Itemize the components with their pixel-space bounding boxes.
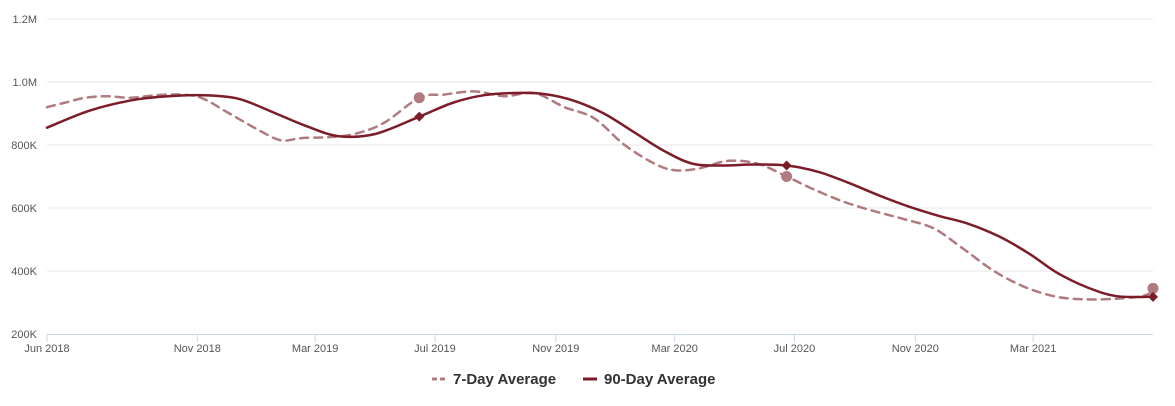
data-point-7-day-average[interactable] (1147, 282, 1159, 294)
x-tick-label: Jun 2018 (24, 343, 69, 355)
legend-label: 90-Day Average (604, 371, 715, 388)
y-tick-label: 800K (11, 140, 37, 152)
series-line-90-day-average[interactable] (45, 91, 1155, 299)
y-tick-label: 600K (11, 203, 37, 215)
grid-layer (47, 18, 1153, 272)
data-point-90-day-average[interactable] (781, 160, 792, 171)
legend-label: 7-Day Average (453, 371, 556, 388)
x-tick-label: Jul 2020 (774, 343, 816, 355)
data-point-90-day-average[interactable] (1148, 291, 1158, 302)
y-tick-label: 200K (11, 329, 37, 341)
y-axis: 200K 400K 600K 800K 1.0M 1.2M (11, 14, 37, 341)
y-tick-label: 1.0M (13, 77, 37, 89)
plot-markers (413, 92, 1159, 302)
legend[interactable]: 7-Day Average 90-Day Average (432, 371, 715, 388)
x-tick-label: Nov 2020 (892, 343, 939, 355)
data-point-90-day-average[interactable] (414, 111, 425, 122)
legend-item-7-day-average[interactable]: 7-Day Average (432, 371, 556, 388)
x-tick-label: Mar 2020 (651, 343, 697, 355)
x-axis: Jun 2018 Nov 2018 Mar 2019 Jul 2019 Nov 2019… (24, 334, 1153, 355)
legend-item-90-day-average[interactable]: 90-Day Average (583, 371, 715, 388)
x-tick-label: Jul 2019 (414, 343, 456, 355)
y-tick-label: 400K (11, 266, 37, 278)
x-tick-label: Nov 2019 (532, 343, 579, 355)
x-tick-label: Mar 2021 (1010, 343, 1056, 355)
x-tick-label: Nov 2018 (174, 343, 221, 355)
x-tick-label: Mar 2019 (292, 343, 338, 355)
data-point-7-day-average[interactable] (413, 92, 425, 104)
plot-series (45, 90, 1155, 301)
data-point-7-day-average[interactable] (781, 171, 793, 182)
series-line-7-day-average[interactable] (45, 90, 1155, 301)
y-tick-label: 1.2M (13, 14, 37, 26)
